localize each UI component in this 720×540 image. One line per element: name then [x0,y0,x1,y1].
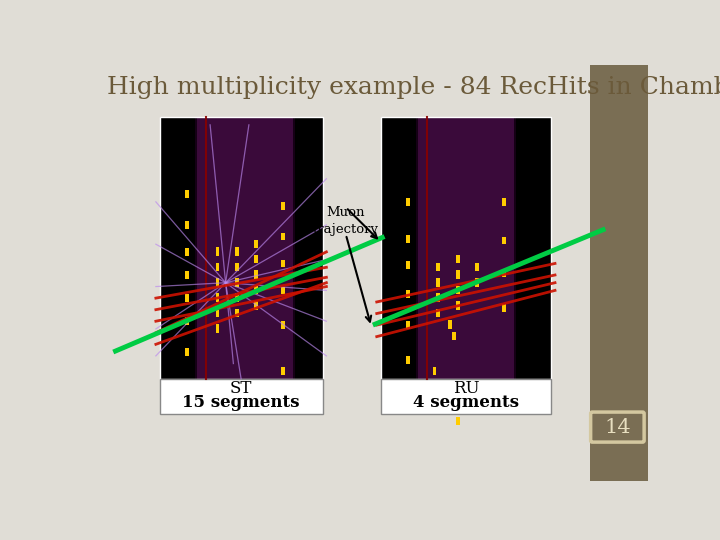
Bar [448,320,452,329]
Bar [185,248,189,256]
Bar [185,294,189,302]
Bar [436,278,441,287]
Bar [282,287,285,294]
Bar [381,117,551,379]
Bar [503,237,506,244]
Bar [415,117,516,379]
Bar [194,117,295,379]
Bar [185,348,189,356]
Bar [381,117,551,379]
Bar [406,356,410,363]
Text: 4 segments: 4 segments [413,394,519,411]
Bar [235,309,239,318]
Text: RU: RU [453,381,479,397]
Bar [215,262,220,271]
Bar [185,221,189,229]
Bar [254,286,258,294]
Bar [406,261,410,269]
Bar [475,262,479,271]
Bar [503,304,506,312]
Text: High multiplicity example - 84 RecHits in Chamber: High multiplicity example - 84 RecHits i… [107,76,720,99]
Bar [254,255,258,264]
Bar [194,117,197,379]
Bar [456,301,459,309]
Bar [415,117,418,379]
Bar [282,233,285,240]
Bar [185,387,189,394]
Bar [436,309,441,318]
Bar [381,379,551,414]
Bar [456,255,459,264]
Text: 15 segments: 15 segments [182,394,300,411]
Bar [215,294,220,302]
Bar [254,301,258,309]
Bar [406,321,410,329]
Bar [215,278,220,287]
Bar [215,325,220,333]
Bar [215,247,220,256]
Bar [282,260,285,267]
Bar [282,202,285,210]
Text: ST: ST [230,381,252,397]
Bar [235,247,239,256]
Bar [185,271,189,279]
Bar [293,117,295,379]
Bar [503,269,506,276]
Bar [282,367,285,375]
Text: 14: 14 [604,417,631,436]
Bar [406,291,410,298]
Bar [254,271,258,279]
Bar [514,117,516,379]
Bar [456,271,459,279]
Bar [590,65,648,481]
Bar [452,332,456,340]
Bar [456,286,459,294]
Bar [235,262,239,271]
Bar [503,198,506,206]
Bar [235,278,239,287]
Bar [433,367,436,375]
Bar [406,198,410,206]
Text: Muon
trajectory: Muon trajectory [312,206,379,236]
Bar [456,417,459,425]
Bar [215,309,220,318]
Bar [282,321,285,329]
Bar [160,117,323,379]
Bar [441,379,444,387]
Bar [254,240,258,248]
Bar [160,117,323,379]
Bar [475,278,479,287]
Bar [160,379,323,414]
Bar [235,294,239,302]
Bar [406,398,410,406]
Bar [185,190,189,198]
Bar [436,262,441,271]
Bar [406,235,410,242]
Bar [185,318,189,325]
Bar [436,294,441,302]
